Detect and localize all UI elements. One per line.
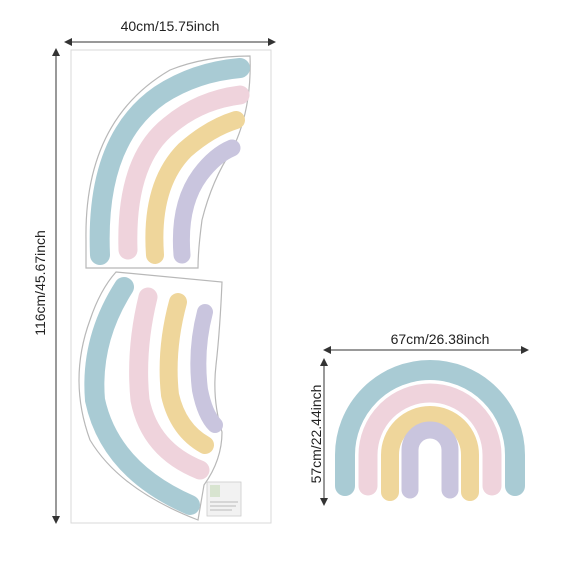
assembled-arc-lavender [401,421,459,499]
upper-arc-yellow [145,111,245,264]
assembled-height-label: 57cm/22.44inch [308,384,324,484]
assembled-arc-blue [335,360,525,496]
sheet-width-label: 40cm/15.75inch [120,18,220,34]
lower-arc-yellow [159,293,214,454]
product-tag-thumbnail [210,485,220,497]
assembled-arc-yellow [381,406,479,501]
lower-arc-lavender [190,304,223,433]
sheet-height-label: 116cm/45.67inch [32,230,48,336]
upper-arc-blue [89,58,250,265]
assembled-arc-pink [358,383,502,496]
upper-arc-lavender [172,139,241,264]
assembled-width-label: 67cm/26.38inch [390,331,490,347]
lower-arc-pink [129,287,210,480]
lower-arc-blue [84,277,200,515]
upper-arc-pink [118,85,250,260]
